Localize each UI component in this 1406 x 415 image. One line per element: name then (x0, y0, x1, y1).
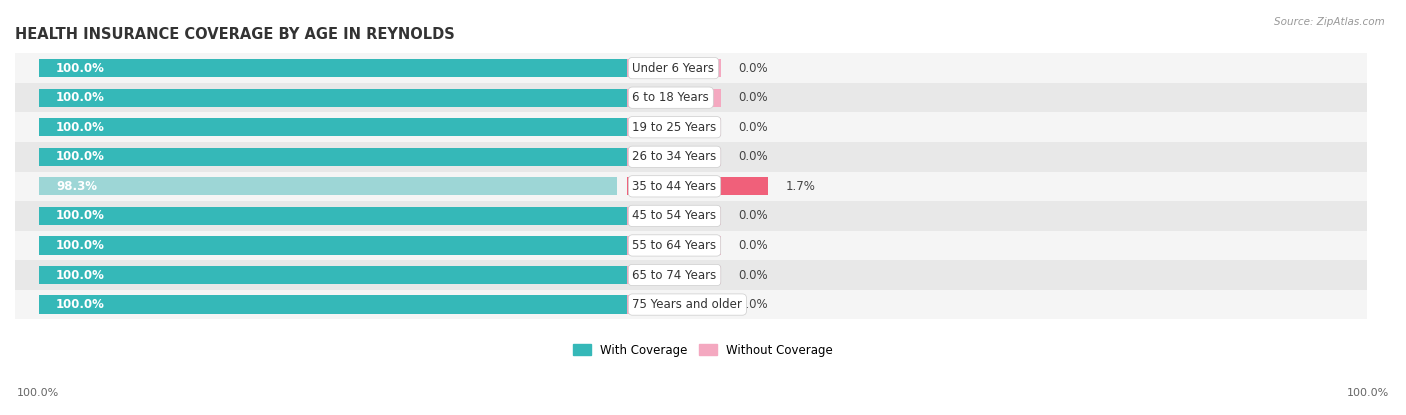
Bar (627, 148, 721, 166)
Text: 100.0%: 100.0% (56, 298, 105, 311)
Text: 19 to 25 Years: 19 to 25 Years (633, 121, 717, 134)
Bar (38, 236, 627, 255)
Bar (38, 177, 617, 195)
Text: 100.0%: 100.0% (17, 388, 59, 398)
Bar (15, 142, 1368, 171)
Bar (15, 231, 1368, 260)
Text: 100.0%: 100.0% (56, 91, 105, 104)
Text: 55 to 64 Years: 55 to 64 Years (633, 239, 717, 252)
Bar (627, 177, 768, 195)
Text: 100.0%: 100.0% (56, 121, 105, 134)
Text: 35 to 44 Years: 35 to 44 Years (633, 180, 717, 193)
Bar (15, 260, 1368, 290)
Text: 100.0%: 100.0% (56, 239, 105, 252)
Bar (627, 207, 721, 225)
Text: 26 to 34 Years: 26 to 34 Years (633, 150, 717, 163)
Bar (15, 112, 1368, 142)
Bar (15, 290, 1368, 319)
Bar (15, 54, 1368, 83)
Text: 100.0%: 100.0% (56, 269, 105, 281)
Bar (38, 118, 627, 137)
Text: 100.0%: 100.0% (56, 210, 105, 222)
Text: 75 Years and older: 75 Years and older (633, 298, 742, 311)
Bar (627, 236, 721, 255)
Legend: With Coverage, Without Coverage: With Coverage, Without Coverage (568, 339, 838, 361)
Bar (627, 266, 721, 284)
Bar (15, 171, 1368, 201)
Bar (38, 59, 627, 77)
Text: 0.0%: 0.0% (738, 91, 768, 104)
Bar (15, 201, 1368, 231)
Text: 1.7%: 1.7% (786, 180, 815, 193)
Text: 0.0%: 0.0% (738, 61, 768, 75)
Bar (38, 266, 627, 284)
Text: 0.0%: 0.0% (738, 298, 768, 311)
Bar (627, 295, 721, 314)
Text: 0.0%: 0.0% (738, 121, 768, 134)
Bar (38, 88, 627, 107)
Bar (15, 83, 1368, 112)
Text: 45 to 54 Years: 45 to 54 Years (633, 210, 717, 222)
Text: 0.0%: 0.0% (738, 269, 768, 281)
Text: 100.0%: 100.0% (56, 61, 105, 75)
Text: Source: ZipAtlas.com: Source: ZipAtlas.com (1274, 17, 1385, 27)
Text: 6 to 18 Years: 6 to 18 Years (633, 91, 709, 104)
Bar (627, 118, 721, 137)
Bar (38, 295, 627, 314)
Text: 100.0%: 100.0% (1347, 388, 1389, 398)
Text: 100.0%: 100.0% (56, 150, 105, 163)
Text: 0.0%: 0.0% (738, 239, 768, 252)
Text: Under 6 Years: Under 6 Years (633, 61, 714, 75)
Text: 0.0%: 0.0% (738, 210, 768, 222)
Bar (627, 88, 721, 107)
Bar (38, 148, 627, 166)
Text: 98.3%: 98.3% (56, 180, 97, 193)
Text: 65 to 74 Years: 65 to 74 Years (633, 269, 717, 281)
Bar (627, 59, 721, 77)
Text: HEALTH INSURANCE COVERAGE BY AGE IN REYNOLDS: HEALTH INSURANCE COVERAGE BY AGE IN REYN… (15, 27, 454, 42)
Text: 0.0%: 0.0% (738, 150, 768, 163)
Bar (38, 207, 627, 225)
